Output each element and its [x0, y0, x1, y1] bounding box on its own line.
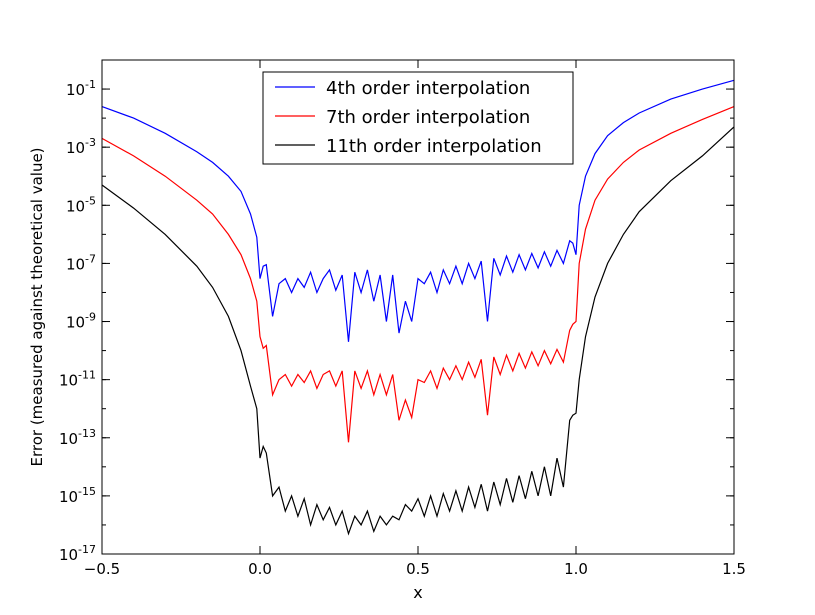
y-tick-label: 10-11	[59, 369, 96, 390]
x-axis: −0.5 0.0 0.5 1.0 1.5	[84, 60, 746, 578]
series-line-2	[101, 106, 735, 443]
y-tick-label: 10-17	[59, 543, 96, 564]
y-tick-label: 10-1	[66, 78, 96, 99]
y-tick-label: 10-9	[66, 311, 96, 332]
legend-label: 4th order interpolation	[326, 78, 530, 99]
y-tick-label: 10-15	[59, 485, 96, 506]
x-axis-label: x	[413, 583, 422, 602]
x-tick-label: 0.5	[406, 560, 430, 578]
x-tick-label: 0.0	[248, 560, 272, 578]
legend-label: 11th order interpolation	[326, 136, 542, 157]
x-tick-label: −0.5	[84, 560, 120, 578]
x-tick-label: 1.0	[564, 560, 588, 578]
series-line-1	[101, 79, 735, 342]
series-line-3	[101, 126, 735, 536]
y-tick-label: 10-5	[66, 194, 96, 215]
y-axis: 10-17 10-15 10-13 10-11 10-9 10-7 10-5 10-3 10-1	[59, 59, 734, 564]
legend: 4th order interpolation 7th order interpo…	[262, 71, 574, 165]
y-tick-label: 10-7	[66, 252, 96, 273]
x-tick-label: 1.5	[722, 560, 746, 578]
plot-lines	[101, 79, 735, 536]
y-tick-label: 10-3	[66, 136, 96, 157]
legend-label: 7th order interpolation	[326, 107, 530, 128]
y-tick-label: 10-13	[59, 427, 96, 448]
y-axis-label: Error (measured against theoretical valu…	[28, 147, 46, 466]
